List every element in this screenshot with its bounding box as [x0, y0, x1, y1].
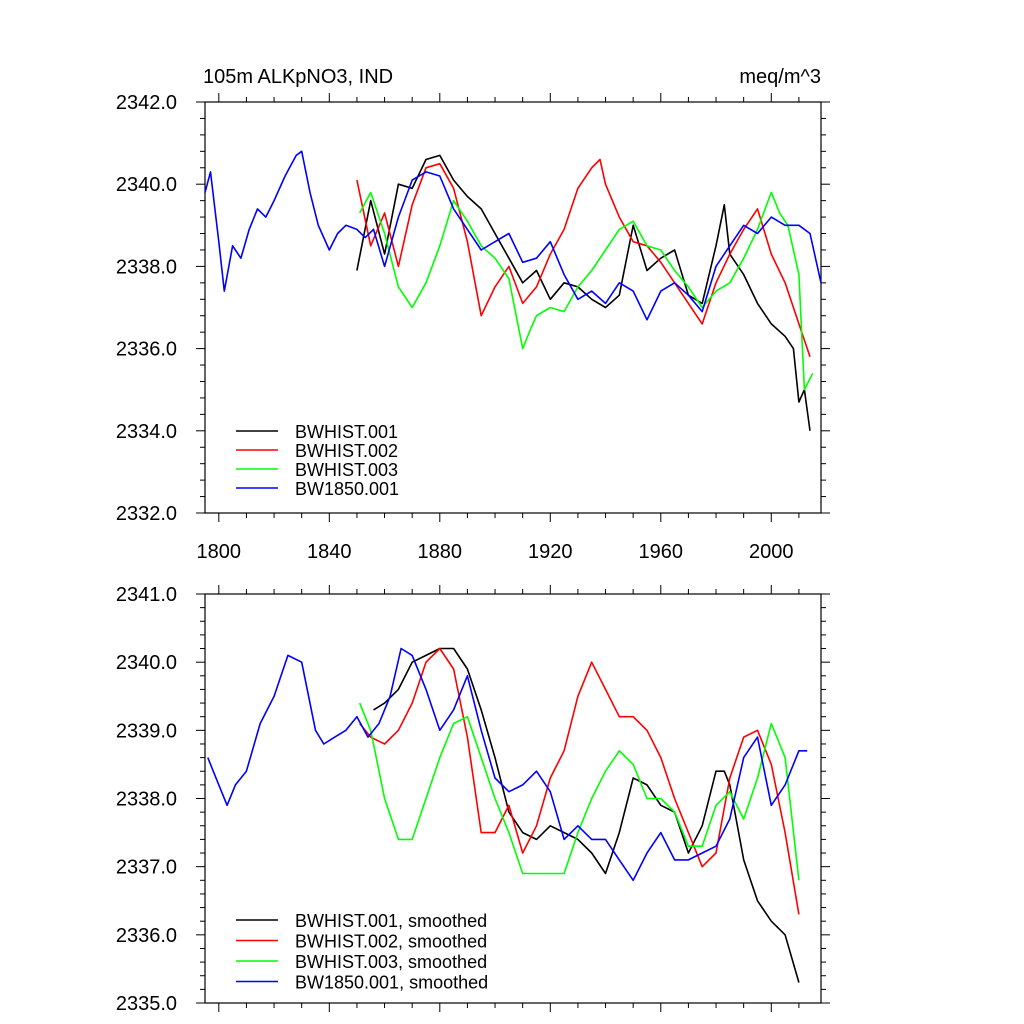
legend-label-1: BWHIST.001, smoothed — [295, 911, 487, 931]
legend-label-3: BWHIST.003 — [295, 460, 398, 480]
y-tick-label: 2338.0 — [116, 789, 177, 811]
y-tick-label: 2341.0 — [116, 584, 177, 606]
series-line-4 — [207, 647, 808, 882]
x-tick-label: 1880 — [418, 541, 463, 563]
plot-frame — [204, 101, 822, 514]
x-tick-label: 1840 — [307, 541, 352, 563]
legend-label-4: BW1850.001 — [295, 479, 399, 499]
top-chart-title: 105m ALKpNO3, IND — [203, 66, 393, 88]
y-tick-label: 2340.0 — [116, 652, 177, 674]
series-line-1 — [373, 647, 800, 983]
y-tick-label: 2340.0 — [116, 174, 177, 196]
y-tick-label: 2332.0 — [116, 503, 177, 525]
x-tick-label: 1920 — [528, 541, 573, 563]
y-tick-label: 2342.0 — [116, 92, 177, 114]
top-chart-units: meq/m^3 — [739, 66, 821, 88]
y-tick-label: 2335.0 — [116, 993, 177, 1015]
y-tick-label: 2336.0 — [116, 339, 177, 361]
y-tick-label: 2334.0 — [116, 421, 177, 443]
x-tick-label: 2000 — [749, 541, 794, 563]
top-chart: 1800 1840 1880 1920 1960 2000 2332.0 2334.0 2336… — [116, 92, 830, 563]
y-tick-label: 2337.0 — [116, 857, 177, 879]
bottom-chart: 2335.0 2336.0 2337.0 2338.0 2339.0 2340.0 2341… — [116, 584, 830, 1015]
series-line-4 — [204, 150, 822, 321]
x-tick-label: 1800 — [197, 541, 242, 563]
series-line-2 — [359, 647, 800, 915]
legend-label-2: BWHIST.002 — [295, 441, 398, 461]
legend-label-1: BWHIST.001 — [295, 422, 398, 442]
x-tick-label: 1960 — [639, 541, 684, 563]
legend-label-2: BWHIST.002, smoothed — [295, 932, 487, 952]
legend-label-4: BW1850.001, smoothed — [295, 973, 488, 993]
y-tick-label: 2338.0 — [116, 256, 177, 278]
series-line-3 — [358, 191, 814, 391]
y-tick-label: 2339.0 — [116, 720, 177, 742]
legend-label-3: BWHIST.003, smoothed — [295, 952, 487, 972]
y-tick-label: 2336.0 — [116, 925, 177, 947]
series-line-1 — [356, 154, 811, 431]
series-line-3 — [358, 702, 800, 881]
series-line-2 — [356, 158, 811, 358]
